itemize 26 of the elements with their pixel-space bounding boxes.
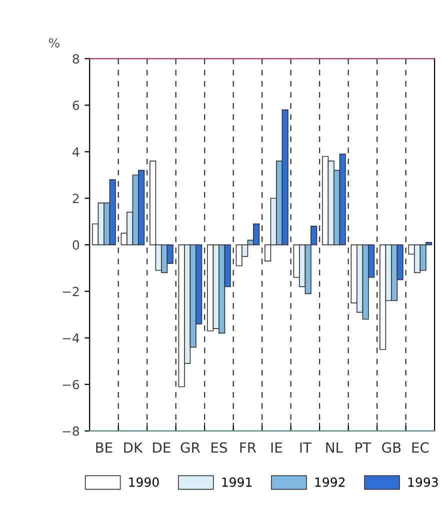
x-tick-label: GR xyxy=(180,442,200,453)
legend-label: 1993 xyxy=(408,477,438,487)
x-tick-label: IT xyxy=(300,442,312,453)
x-tick-label: GB xyxy=(382,442,401,453)
y-tick-label: 6 xyxy=(72,100,80,110)
legend-label: 1990 xyxy=(129,477,159,487)
y-tick-label: −2 xyxy=(62,286,79,296)
y-tick-label: −6 xyxy=(62,380,80,390)
x-tick-label: ES xyxy=(212,442,227,453)
x-tick-label: IE xyxy=(271,442,282,453)
x-tick-label: NL xyxy=(326,442,343,453)
x-tick-label: DE xyxy=(153,442,170,453)
x-tick-label: PT xyxy=(356,442,372,453)
y-tick-label: 0 xyxy=(72,240,80,250)
legend-label: 1991 xyxy=(222,477,252,487)
x-tick-label: EC xyxy=(412,442,429,453)
x-tick-label: FR xyxy=(240,442,256,453)
x-tick-label: BE xyxy=(96,442,112,453)
x-tick-label: DK xyxy=(124,442,143,453)
y-tick-label: 4 xyxy=(72,147,80,156)
y-axis-title: % xyxy=(48,38,60,48)
y-tick-label: −8 xyxy=(62,426,80,436)
y-tick-label: −4 xyxy=(62,334,80,343)
y-tick-label: 2 xyxy=(72,194,79,204)
y-tick-label: 8 xyxy=(72,54,80,64)
legend-label: 1992 xyxy=(315,477,345,487)
